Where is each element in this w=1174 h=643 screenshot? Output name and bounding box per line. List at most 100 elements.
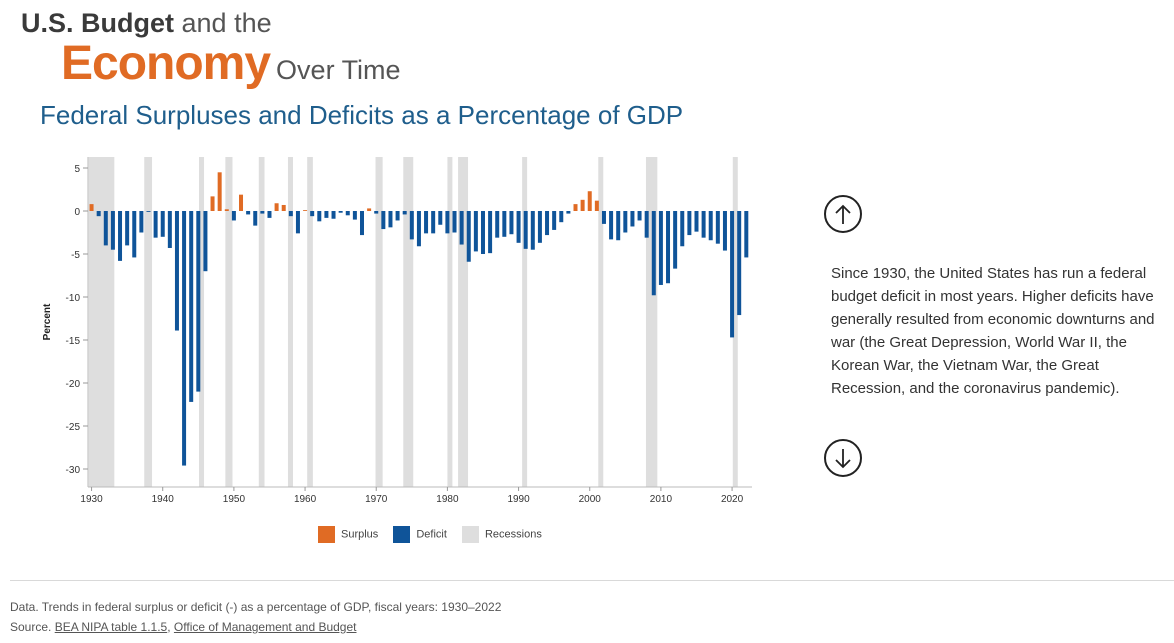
legend-surplus: Surplus (318, 526, 378, 543)
header-title-line1: U.S. Budget and the (21, 8, 272, 39)
deficit-bar (530, 211, 535, 250)
deficit-bar (317, 211, 322, 222)
recession-band (225, 157, 233, 487)
deficit-bar (402, 211, 407, 215)
recession-band (375, 157, 383, 487)
deficit-bar (110, 211, 115, 250)
legend-deficit-swatch (393, 526, 411, 543)
recession-band (645, 157, 658, 487)
deficit-bar (196, 211, 201, 392)
deficit-bar (651, 211, 656, 296)
deficit-bar (331, 211, 336, 219)
header-title-line2: Economy Over Time (61, 36, 401, 91)
x-tick-label: 1930 (80, 494, 103, 505)
deficit-bar (658, 211, 663, 285)
deficit-bar (267, 211, 272, 218)
deficit-bar (118, 211, 123, 261)
y-tick-label: -25 (66, 422, 81, 433)
deficit-bar (701, 211, 706, 238)
deficit-bar (352, 211, 357, 220)
deficit-bar (125, 211, 130, 246)
deficit-bar (253, 211, 258, 226)
source-link-omb[interactable]: Office of Management and Budget (173, 620, 357, 634)
deficit-bar (609, 211, 614, 240)
deficit-bar (473, 211, 478, 252)
deficit-bar (374, 211, 379, 214)
deficit-bar (409, 211, 414, 240)
title-bold: U.S. Budget (21, 8, 174, 38)
title-over-time: Over Time (276, 55, 401, 85)
recession-band (199, 157, 205, 487)
source-link-bea[interactable]: BEA NIPA table 1.1.5 (54, 620, 168, 634)
deficit-bar (132, 211, 137, 258)
y-tick-label: 0 (74, 207, 80, 218)
deficit-bar (388, 211, 393, 228)
deficit-bar (338, 211, 343, 213)
surplus-bar (587, 191, 592, 211)
deficit-bar (616, 211, 621, 241)
deficit-bar (637, 211, 642, 221)
scroll-up-button[interactable] (824, 195, 862, 233)
recession-band (144, 157, 153, 487)
surplus-bar (594, 200, 599, 211)
deficit-bar (160, 211, 165, 237)
deficit-bar (431, 211, 436, 234)
footer-data-note: Data. Trends in federal surplus or defic… (10, 600, 502, 614)
deficit-bar (288, 211, 293, 217)
deficit-bar (146, 211, 151, 212)
title-economy: Economy (61, 37, 271, 90)
deficit-bar (730, 211, 735, 338)
deficit-bar (260, 211, 265, 214)
deficit-bar (96, 211, 101, 217)
deficit-bar (324, 211, 329, 218)
deficit-bar (509, 211, 514, 235)
x-tick-label: 2000 (579, 494, 602, 505)
deficit-bar (416, 211, 421, 247)
deficit-bar (744, 211, 749, 258)
surplus-bar (580, 199, 585, 211)
deficit-bar (552, 211, 557, 230)
deficit-bar (167, 211, 172, 248)
deficit-bar-chart: 5 0 -5 -10 -15 -20 -25 -30 1930 1940 1950 1960 1970 1… (42, 157, 752, 505)
chart-title: Federal Surpluses and Deficits as a Perc… (40, 100, 684, 130)
recession-band (732, 157, 738, 487)
arrow-up-icon (835, 204, 851, 224)
legend-recessions: Recessions (461, 526, 542, 543)
chart-description: Since 1930, the United States has run a … (831, 265, 1155, 397)
surplus-bar (573, 204, 578, 211)
surplus-bar (224, 209, 229, 211)
deficit-bar (203, 211, 208, 272)
deficit-bar (687, 211, 692, 236)
source-separator: , (167, 620, 171, 634)
surplus-bar (239, 194, 244, 211)
deficit-bar (246, 211, 251, 215)
surplus-bar (274, 203, 279, 211)
deficit-bar (694, 211, 699, 232)
deficit-bar (103, 211, 108, 246)
deficit-bar (545, 211, 550, 236)
title-rest: and the (181, 8, 272, 38)
y-tick-label: -20 (66, 379, 81, 390)
deficit-bar (395, 211, 400, 221)
x-tick-label: 2020 (721, 494, 744, 505)
deficit-bar (737, 211, 742, 316)
deficit-bar (566, 211, 571, 214)
x-tick-label: 1990 (507, 494, 530, 505)
legend-recessions-swatch (461, 526, 479, 543)
source-prefix: Source. (10, 620, 52, 634)
recession-band (307, 157, 313, 487)
x-tick-label: 1980 (436, 494, 459, 505)
deficit-bar (523, 211, 528, 249)
deficit-bar (153, 211, 158, 238)
y-axis-label: Percent (42, 303, 53, 340)
deficit-bar (722, 211, 727, 251)
y-tick-label: -5 (71, 250, 80, 261)
legend-surplus-swatch (318, 526, 335, 543)
deficit-bar (673, 211, 678, 269)
deficit-bar (359, 211, 364, 236)
y-tick-label: -15 (66, 336, 81, 347)
recession-band (258, 157, 265, 487)
x-tick-label: 1970 (365, 494, 388, 505)
legend-deficit-label: Deficit (416, 528, 447, 541)
scroll-down-button[interactable] (824, 439, 862, 477)
